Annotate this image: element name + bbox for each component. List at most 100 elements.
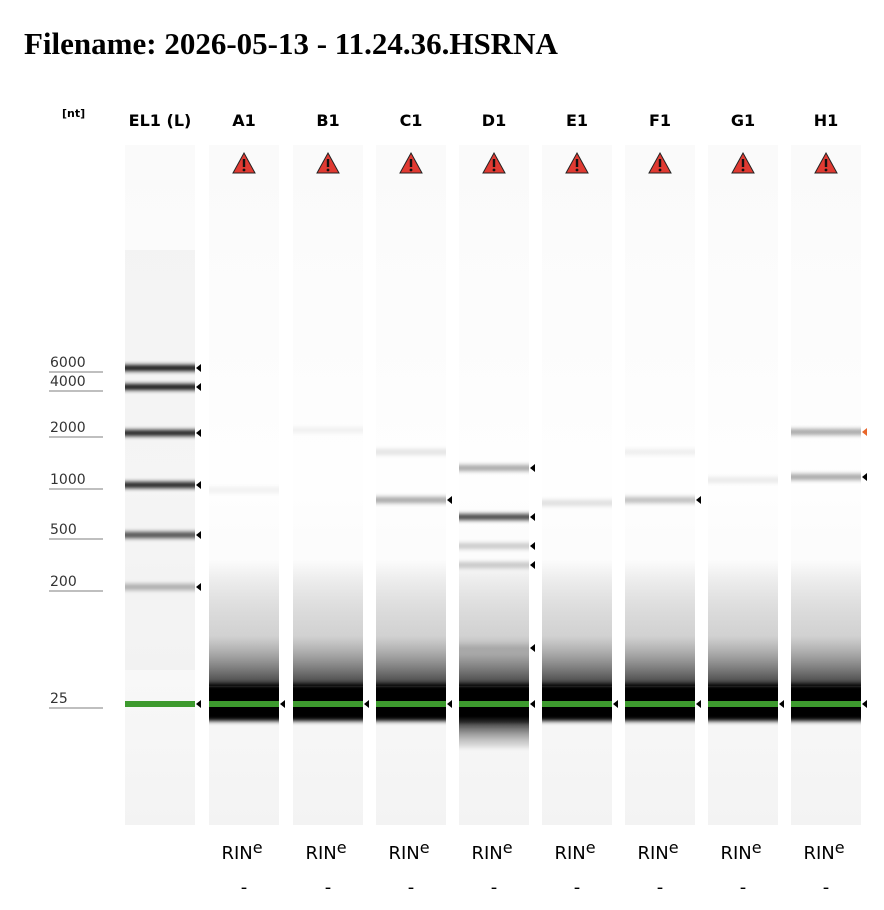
rin-label: RINe	[637, 838, 678, 864]
warning-icon	[399, 151, 423, 174]
band	[293, 427, 363, 433]
band	[209, 487, 279, 493]
rin-sup: e	[420, 838, 430, 857]
band-marker	[196, 481, 201, 489]
rin-text: RIN	[471, 843, 502, 864]
marker-band	[708, 701, 778, 707]
marker-band	[209, 701, 279, 707]
rin-text: RIN	[221, 843, 252, 864]
band-marker	[530, 561, 535, 569]
band	[459, 562, 529, 568]
marker-band	[459, 701, 529, 707]
rin-sup: e	[337, 838, 347, 857]
rin-label: RINe	[471, 838, 512, 864]
band-marker	[530, 644, 535, 652]
warning-icon	[482, 151, 506, 174]
warning-bar	[658, 159, 662, 167]
warning-dot	[492, 168, 496, 172]
lane	[625, 145, 695, 825]
lane-smear	[125, 250, 195, 670]
warning-bar	[824, 159, 828, 167]
rin-label: RINe	[720, 838, 761, 864]
smear	[376, 560, 446, 686]
smear	[791, 560, 861, 686]
rin-sup: e	[253, 838, 263, 857]
rin-label: RINe	[554, 838, 595, 864]
ladder-label: 25	[50, 691, 68, 707]
marker-band	[791, 701, 861, 707]
warning-bar	[409, 159, 413, 167]
warning-icon	[731, 151, 755, 174]
marker-band	[542, 701, 612, 707]
band-marker	[862, 428, 867, 436]
warning-dot	[575, 168, 579, 172]
lane-header: D1	[482, 111, 506, 130]
rin-value: -	[574, 877, 581, 898]
band-marker	[696, 700, 701, 708]
lane	[376, 145, 446, 825]
rin-sup: e	[835, 838, 845, 857]
ladder-label: 1000	[50, 472, 86, 488]
rin-value: -	[325, 877, 332, 898]
band	[459, 543, 529, 549]
rin-value: -	[408, 877, 415, 898]
band-marker	[530, 542, 535, 550]
band-marker	[530, 700, 535, 708]
band-marker	[862, 700, 867, 708]
marker-band	[376, 701, 446, 707]
band-marker	[196, 531, 201, 539]
rin-value: -	[241, 877, 248, 898]
band	[625, 449, 695, 455]
warning-bar	[492, 159, 496, 167]
smear	[209, 560, 279, 686]
rin-text: RIN	[637, 843, 668, 864]
ladder-band	[125, 532, 195, 538]
band	[708, 477, 778, 483]
marker-band	[625, 701, 695, 707]
band	[376, 449, 446, 455]
lane	[209, 145, 279, 825]
ladder-label: 200	[50, 574, 77, 590]
warning-dot	[658, 168, 662, 172]
lane	[293, 145, 363, 825]
smear	[293, 560, 363, 686]
warning-bar	[326, 159, 330, 167]
ladder-label: 2000	[50, 420, 86, 436]
rin-text: RIN	[554, 843, 585, 864]
band	[376, 497, 446, 503]
rin-text: RIN	[305, 843, 336, 864]
rin-label: RINe	[221, 838, 262, 864]
warning-icon	[316, 151, 340, 174]
band-marker	[196, 383, 201, 391]
band-marker	[196, 429, 201, 437]
lane-header: H1	[814, 111, 839, 130]
lane-header: A1	[232, 111, 256, 130]
band	[542, 500, 612, 506]
smear	[542, 560, 612, 686]
band-marker	[696, 496, 701, 504]
ladder-label: 500	[50, 522, 77, 538]
lane	[791, 145, 861, 825]
band	[791, 474, 861, 480]
smear	[459, 560, 529, 686]
lane-header: EL1 (L)	[129, 111, 192, 130]
tail-smear	[459, 718, 529, 748]
filename-title: Filename: 2026-05-13 - 11.24.36.HSRNA	[24, 26, 558, 61]
warning-bar	[242, 159, 246, 167]
lane	[542, 145, 612, 825]
rin-text: RIN	[803, 843, 834, 864]
band-marker	[196, 700, 201, 708]
rin-label: RINe	[803, 838, 844, 864]
band-marker	[280, 700, 285, 708]
warning-bar	[741, 159, 745, 167]
smear	[708, 560, 778, 686]
band-marker	[447, 496, 452, 504]
rin-value: -	[740, 877, 747, 898]
rin-label: RINe	[388, 838, 429, 864]
lane-header: E1	[566, 111, 588, 130]
lane-header: G1	[731, 111, 755, 130]
rin-sup: e	[669, 838, 679, 857]
ladder-band	[125, 384, 195, 390]
lane-header: F1	[649, 111, 671, 130]
